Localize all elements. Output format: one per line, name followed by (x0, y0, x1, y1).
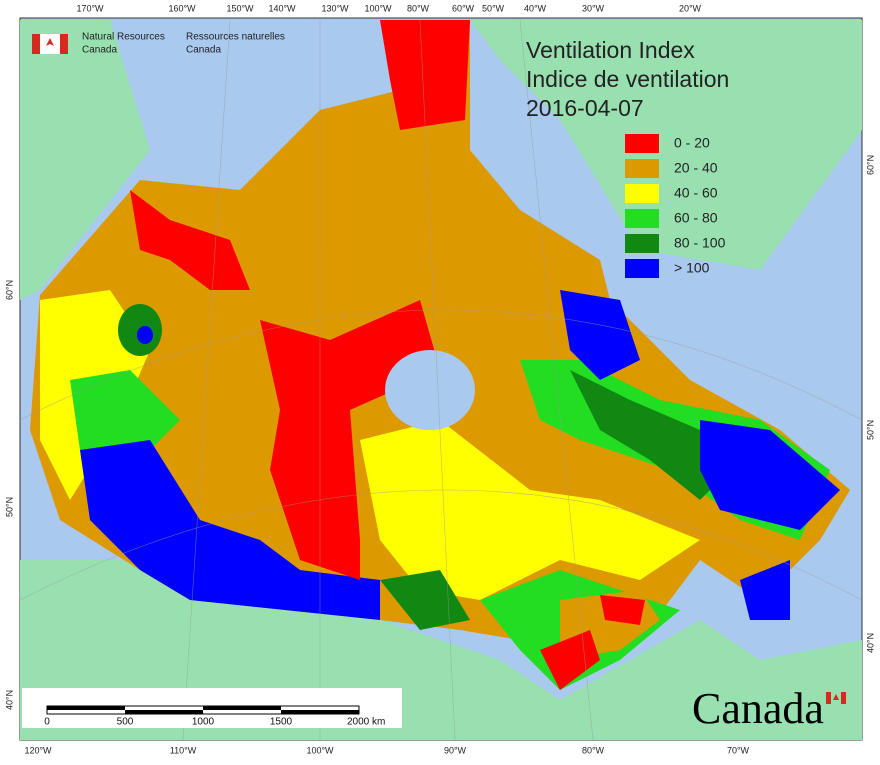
legend-label: > 100 (674, 260, 710, 276)
left-label: 60°N (4, 280, 14, 300)
top-label: 170°W (76, 3, 104, 13)
legend-swatch (625, 259, 659, 278)
top-label: 30°W (582, 3, 605, 13)
right-label: 50°N (865, 420, 875, 440)
legend-label: 60 - 80 (674, 210, 718, 226)
canada-index (30, 20, 850, 690)
legend-label: 20 - 40 (674, 160, 718, 176)
scale-label: 2000 km (347, 717, 385, 728)
scale-label: 0 (44, 717, 50, 728)
left-label: 40°N (4, 690, 14, 710)
top-label: 160°W (168, 3, 196, 13)
legend-swatch (625, 184, 659, 203)
right-label: 40°N (865, 633, 875, 653)
legend-label: 80 - 100 (674, 235, 726, 251)
top-label: 20°W (679, 3, 702, 13)
top-label: 80°W (407, 3, 430, 13)
legend-label: 40 - 60 (674, 185, 718, 201)
right-label: 60°N (865, 155, 875, 175)
legend-swatch (625, 234, 659, 253)
agency-en: Natural Resources (82, 32, 165, 43)
top-label: 40°W (524, 3, 547, 13)
left-label: 50°N (4, 497, 14, 517)
scale-bar (22, 688, 402, 728)
bottom-label: 70°W (727, 745, 750, 755)
agency-fr: Ressources naturelles (186, 32, 285, 43)
legend-swatch (625, 134, 659, 153)
agency-fr: Canada (186, 45, 221, 56)
scale-label: 1500 (270, 717, 293, 728)
legend-swatch (625, 209, 659, 228)
bottom-label: 100°W (306, 745, 334, 755)
wordmark: Canada (692, 684, 824, 733)
scale-label: 1000 (192, 717, 215, 728)
top-label: 150°W (226, 3, 254, 13)
bottom-label: 120°W (24, 745, 52, 755)
top-label: 60°W (452, 3, 475, 13)
legend-swatch (625, 159, 659, 178)
title: Ventilation Index (526, 37, 695, 63)
top-label: 100°W (364, 3, 392, 13)
agency-en: Canada (82, 45, 117, 56)
top-label: 130°W (321, 3, 349, 13)
wordmark-flag (826, 692, 846, 704)
agency-logo (32, 34, 68, 54)
scale-label: 500 (117, 717, 134, 728)
bottom-label: 80°W (582, 745, 605, 755)
top-label: 140°W (268, 3, 296, 13)
graticule (19, 19, 863, 741)
title: Indice de ventilation (526, 66, 729, 92)
title: 2016-04-07 (526, 95, 644, 121)
legend-label: 0 - 20 (674, 135, 710, 151)
top-label: 50°W (482, 3, 505, 13)
bottom-label: 90°W (444, 745, 467, 755)
bottom-label: 110°W (170, 745, 197, 755)
